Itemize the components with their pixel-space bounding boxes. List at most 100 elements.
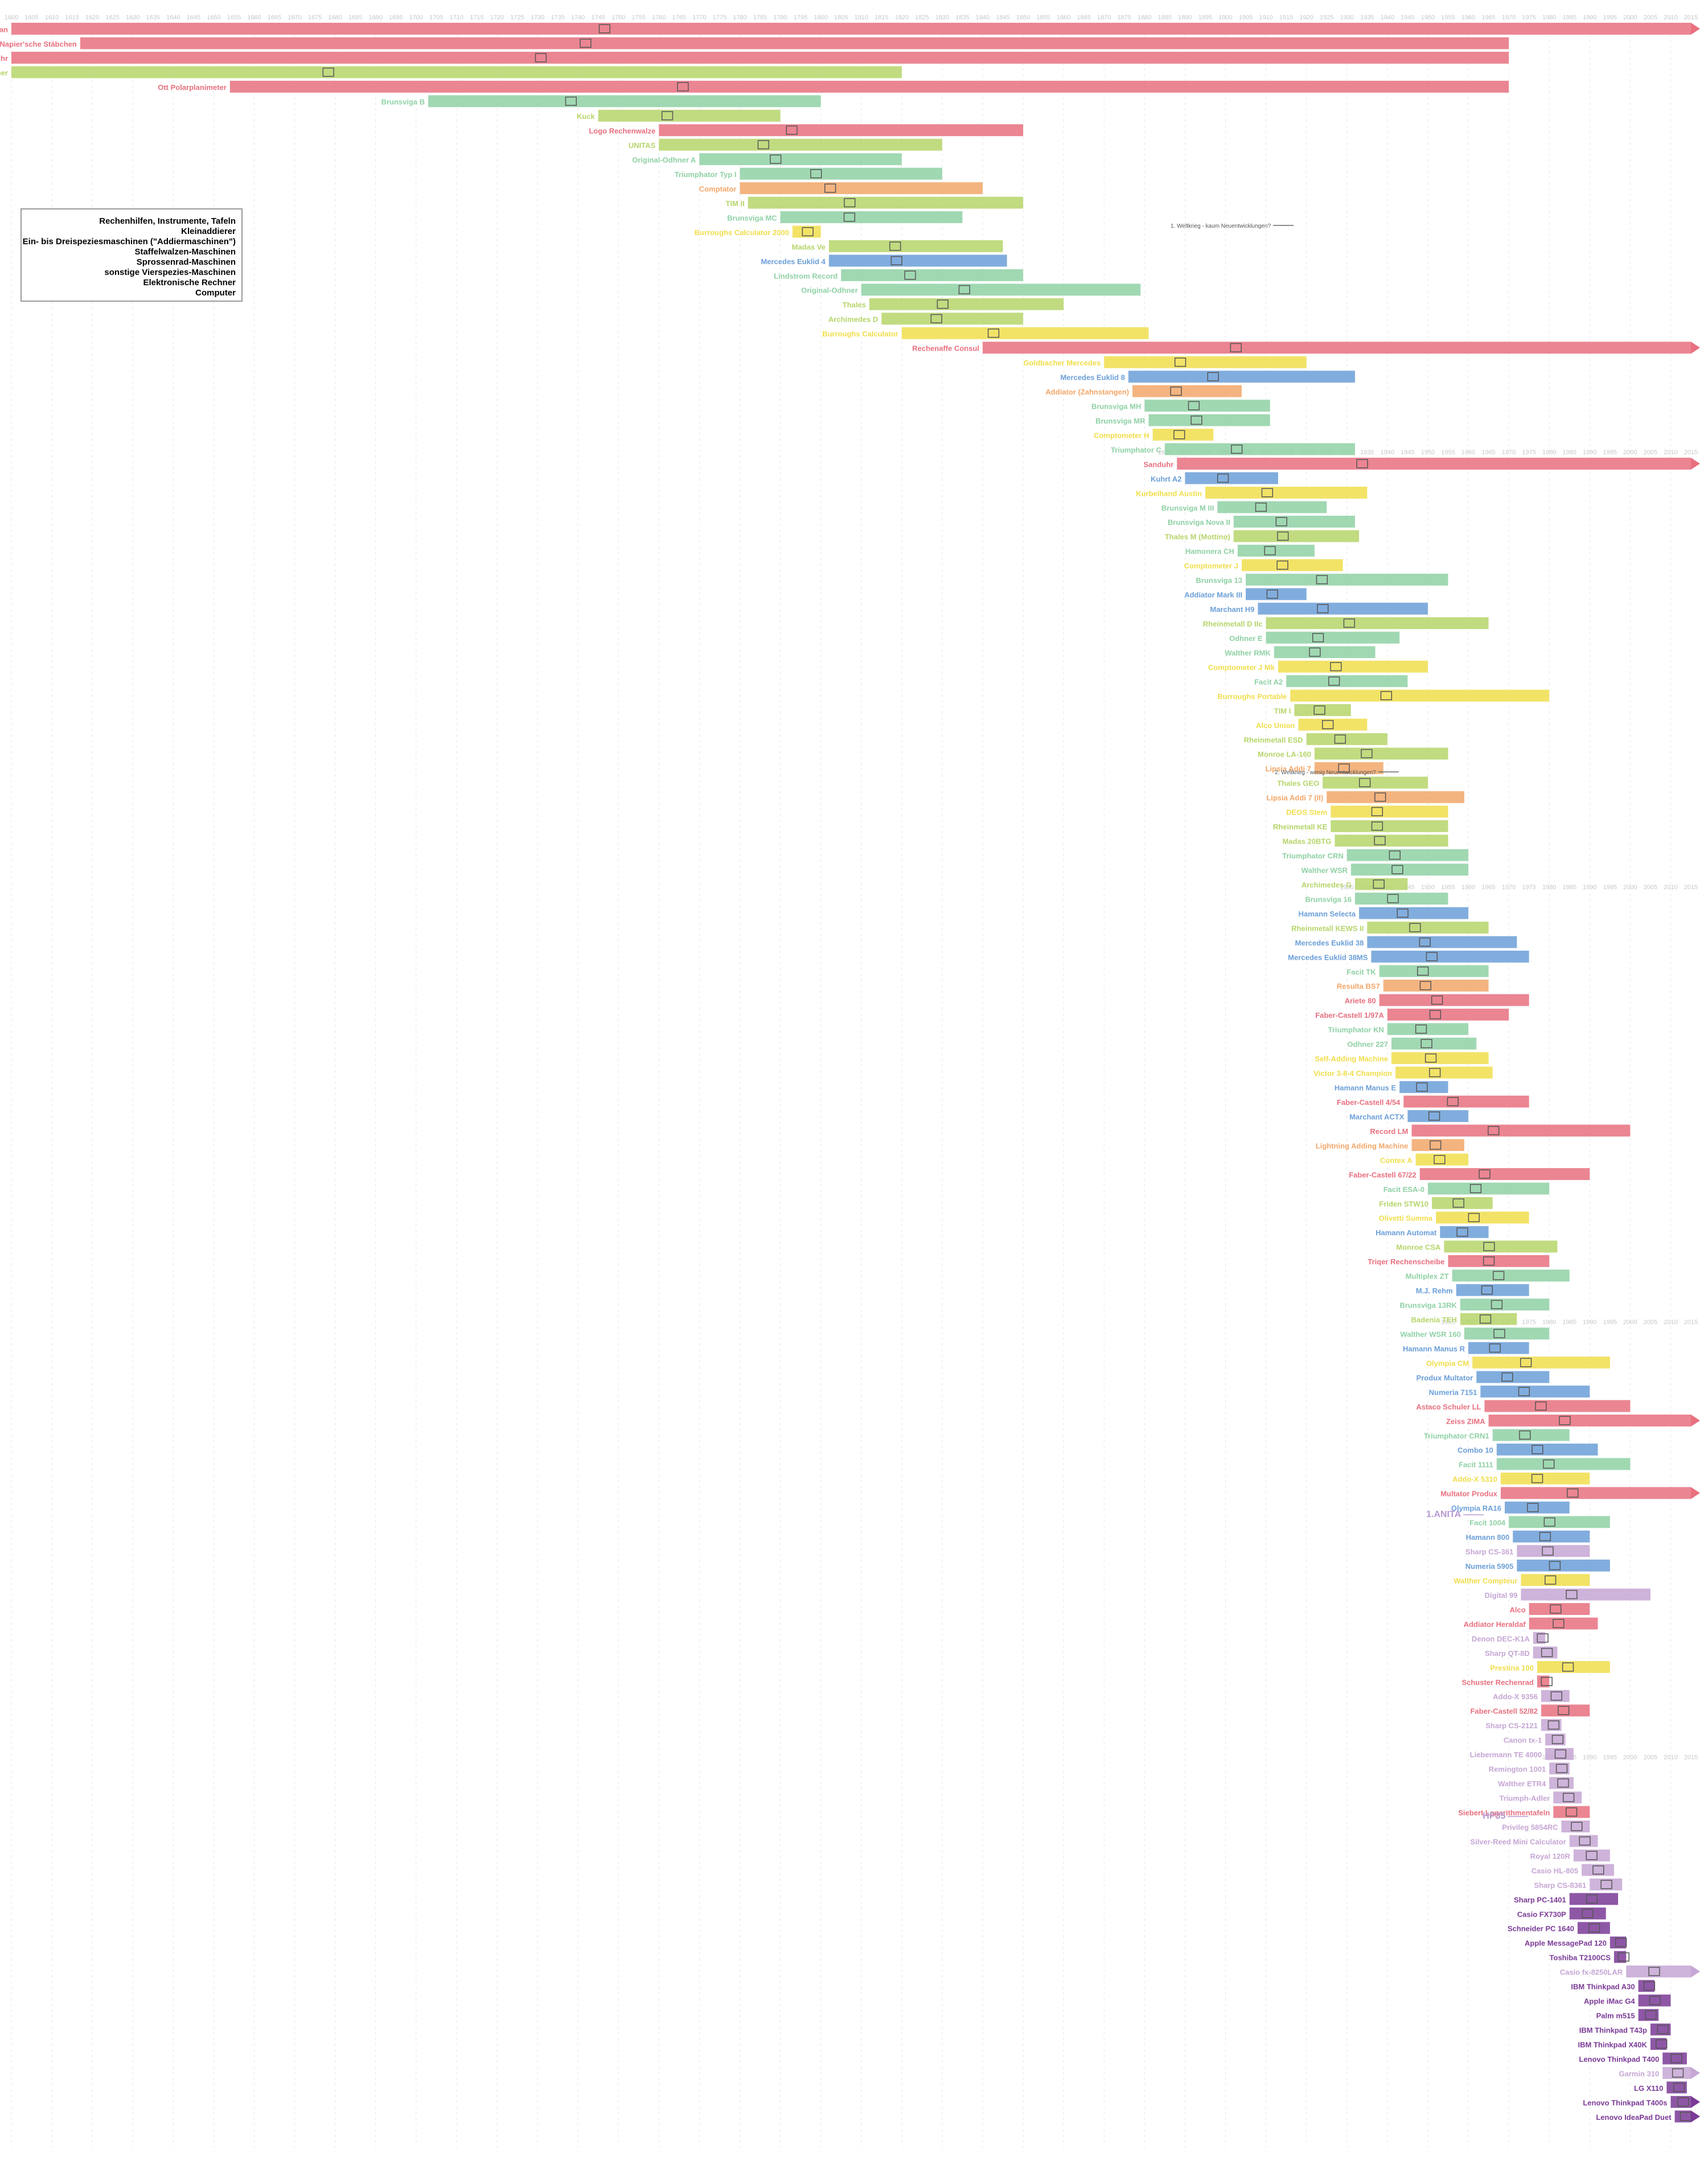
series-bar [659,138,942,151]
series-label: Royal 120R [1530,1852,1571,1860]
year-tick-label: 1990 [1583,1319,1596,1326]
year-tick-label: 1950 [1421,884,1435,891]
series-bar [1505,1501,1570,1514]
marker-box [937,299,949,309]
series-bar [1432,1197,1493,1209]
series-label: Hamann 800 [1466,1533,1510,1542]
year-tick-label: 1995 [1603,1319,1617,1326]
series-label: Mercedes Euklid 4 [761,257,826,266]
series-bar [1610,1936,1627,1949]
marker-box [843,212,856,222]
marker-box [1582,1909,1594,1918]
series-label: Sharp CS-8361 [1534,1881,1587,1889]
series-label: Sharp CS-2121 [1485,1721,1538,1730]
series-label: Mercedes Euklid 38 [1295,939,1364,947]
series-bar [1327,791,1464,803]
series-label: DEOS Stem [1286,808,1327,817]
series-bar [1132,385,1242,397]
marker-box [1571,1822,1583,1831]
series-bar [1573,1849,1610,1861]
year-tick-label: 1830 [935,14,949,21]
marker-box [1537,1633,1549,1643]
series-bar [1152,429,1214,441]
series-label: Comptometer J [1184,562,1238,570]
year-tick-label: 1875 [1118,14,1131,21]
marker-box [1356,459,1368,468]
series-label: Apple iMac G4 [1584,1997,1635,2005]
year-tick-label: 1675 [308,14,322,21]
year-tick-label: 1785 [753,14,767,21]
year-tick-label: 1885 [1158,14,1172,21]
marker-box [1380,690,1393,701]
legend: Rechenhilfen, Instrumente, Tafeln Kleina… [20,208,243,302]
year-tick-label: 2015 [1684,1754,1698,1761]
year-tick-label: 1975 [1522,1319,1535,1326]
series-label: Facit TK [1346,968,1376,976]
year-tick-label: 1680 [328,14,342,21]
series-label: Addo-X 9356 [1493,1692,1538,1701]
year-tick-label: 1900 [1218,14,1232,21]
marker-box [1389,850,1401,860]
series-label: Rheinmetall KEWS II [1291,924,1364,932]
series-bar [1274,646,1376,659]
series-bar [428,95,821,108]
series-label: Lipsia Addi 7 [1265,764,1311,773]
year-tick-label: 1720 [490,14,504,21]
series-label: Triumphator CRN [1282,852,1344,860]
series-label: Madas Ve [792,242,826,251]
series-bar [1553,1791,1582,1804]
series-label: Combo 10 [1457,1446,1493,1454]
series-label: Triumphator C [1111,446,1161,454]
year-tick-label: 1940 [1381,14,1394,21]
marker-box [1276,560,1288,570]
series-label: Kuhrt A2 [1151,475,1181,483]
series-label: Napier'sche Stäbchen [0,40,77,48]
year-tick-label: 1780 [733,14,746,21]
year-tick-label: 1865 [1077,14,1090,21]
marker-box [1489,1343,1501,1353]
series-label: Faber-Castell 4/54 [1337,1098,1401,1107]
marker-box [1174,357,1186,367]
marker-box [1359,778,1371,787]
series-bar [1590,1879,1623,1890]
year-tick-label: 2000 [1623,884,1637,891]
series-bar [1371,951,1529,963]
series-bar [1233,530,1360,542]
series-bar [1496,1458,1631,1470]
year-tick-label: 1835 [955,14,969,21]
year-tick-label: 1955 [1441,1319,1455,1326]
year-tick-label: 1710 [450,14,463,21]
year-tick-label: 1795 [794,14,807,21]
marker-box [1428,1111,1440,1121]
marker-box [1426,952,1438,961]
series-label: Olympia CM [1426,1359,1469,1367]
legend-item-electronic: Elektronische Rechner [143,278,236,287]
year-tick-label: 1820 [895,14,909,21]
marker-box [1391,865,1403,874]
series-bar [841,269,1024,281]
series-label: Thales M (Mottino) [1165,533,1230,541]
marker-box [1322,720,1334,730]
marker-box [1615,1938,1627,1947]
marker-box [1501,1372,1513,1382]
marker-box [1424,1053,1437,1063]
series-bar [1359,907,1469,919]
marker-box [580,38,592,48]
marker-box [1479,1314,1492,1324]
series-bar [1367,936,1517,948]
marker-box [1586,1894,1598,1904]
year-tick-label: 1810 [855,14,868,21]
legend-item-computer: Computer [195,288,236,298]
series-bar [1440,1226,1489,1238]
year-tick-label: 1845 [996,14,1009,21]
series-label: Multiplex ZT [1406,1272,1449,1281]
marker-box [1541,1647,1553,1658]
series-bar [1395,1066,1493,1079]
year-tick-label: 1775 [713,14,726,21]
marker-box [1579,1836,1591,1846]
legend-item-instruments: Rechenhilfen, Instrumente, Tafeln [99,216,236,226]
grid-layer [11,17,1671,2148]
marker-box [1553,1618,1565,1629]
series-bar [1674,2110,1691,2123]
